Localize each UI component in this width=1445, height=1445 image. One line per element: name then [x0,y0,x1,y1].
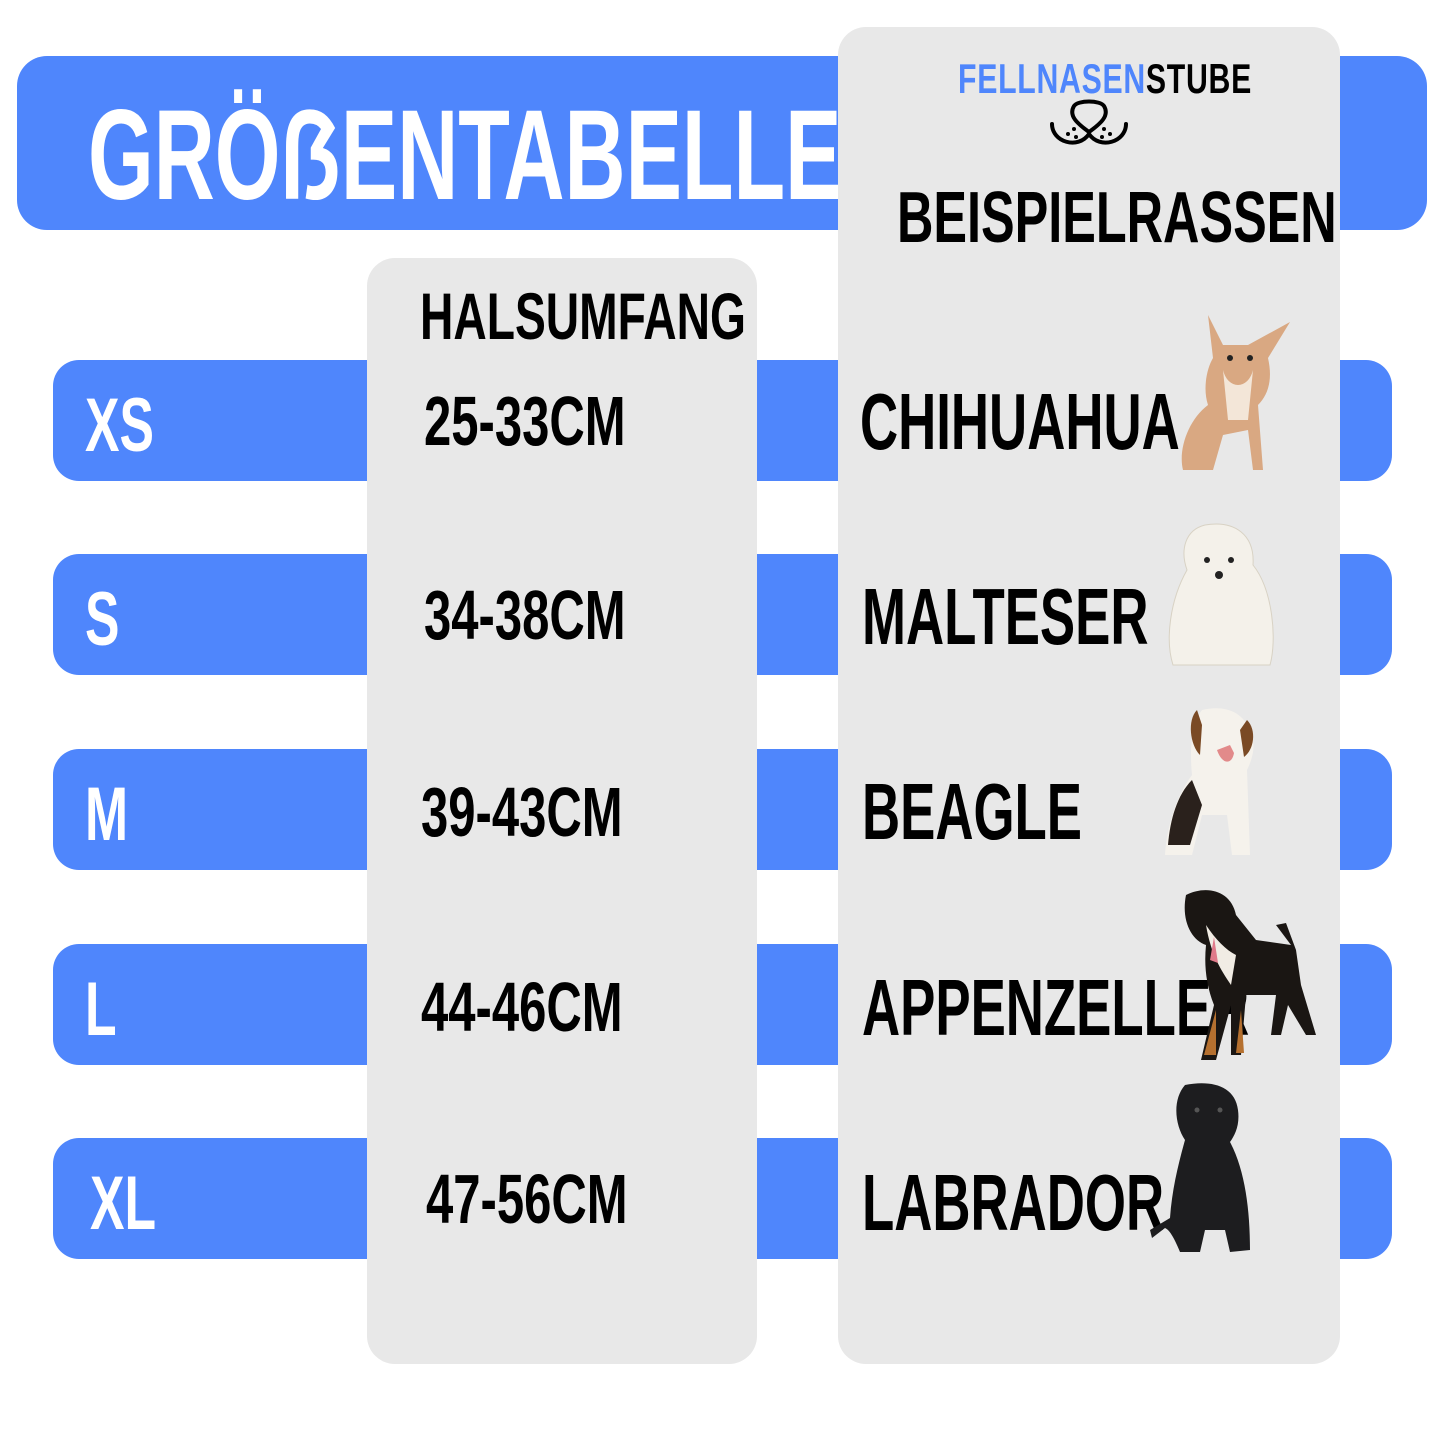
breeds-header: BEISPIELRASSEN [897,178,1337,258]
maltese-image [1168,523,1274,666]
size-label: XS [85,383,154,468]
page-title: GRÖẞENTABELLE [88,84,842,227]
neck-range: 47-56CM [426,1160,628,1238]
logo-part1: FELLNASEN [958,55,1146,102]
breeds-column [838,27,1340,1364]
breed-name: BEAGLE [862,767,1083,856]
chihuahua-image [1181,315,1290,470]
breed-name: APPENZELLER [862,963,1250,1052]
appenzeller-image [1184,890,1316,1060]
size-label: S [85,577,120,662]
logo-part2: STUBE [1145,55,1253,102]
neck-range: 39-43CM [421,773,623,851]
breed-name: MALTESER [862,572,1149,661]
size-label: L [85,967,117,1052]
neck-range: 34-38CM [424,576,626,654]
dog-nose-icon [1050,99,1128,145]
beagle-image [1165,708,1254,855]
size-label: M [85,772,129,857]
breed-name: LABRADOR [862,1158,1165,1247]
neck-range: 25-33CM [424,382,626,460]
size-label: XL [90,1161,157,1246]
breed-name: CHIHUAHUA [860,377,1180,466]
neck-column [367,258,757,1364]
neck-range: 44-46CM [421,968,623,1046]
logo: FELLNASENSTUBE [958,58,1252,100]
neck-header: HALSUMFANG [420,279,746,353]
labrador-image [1150,1083,1250,1252]
